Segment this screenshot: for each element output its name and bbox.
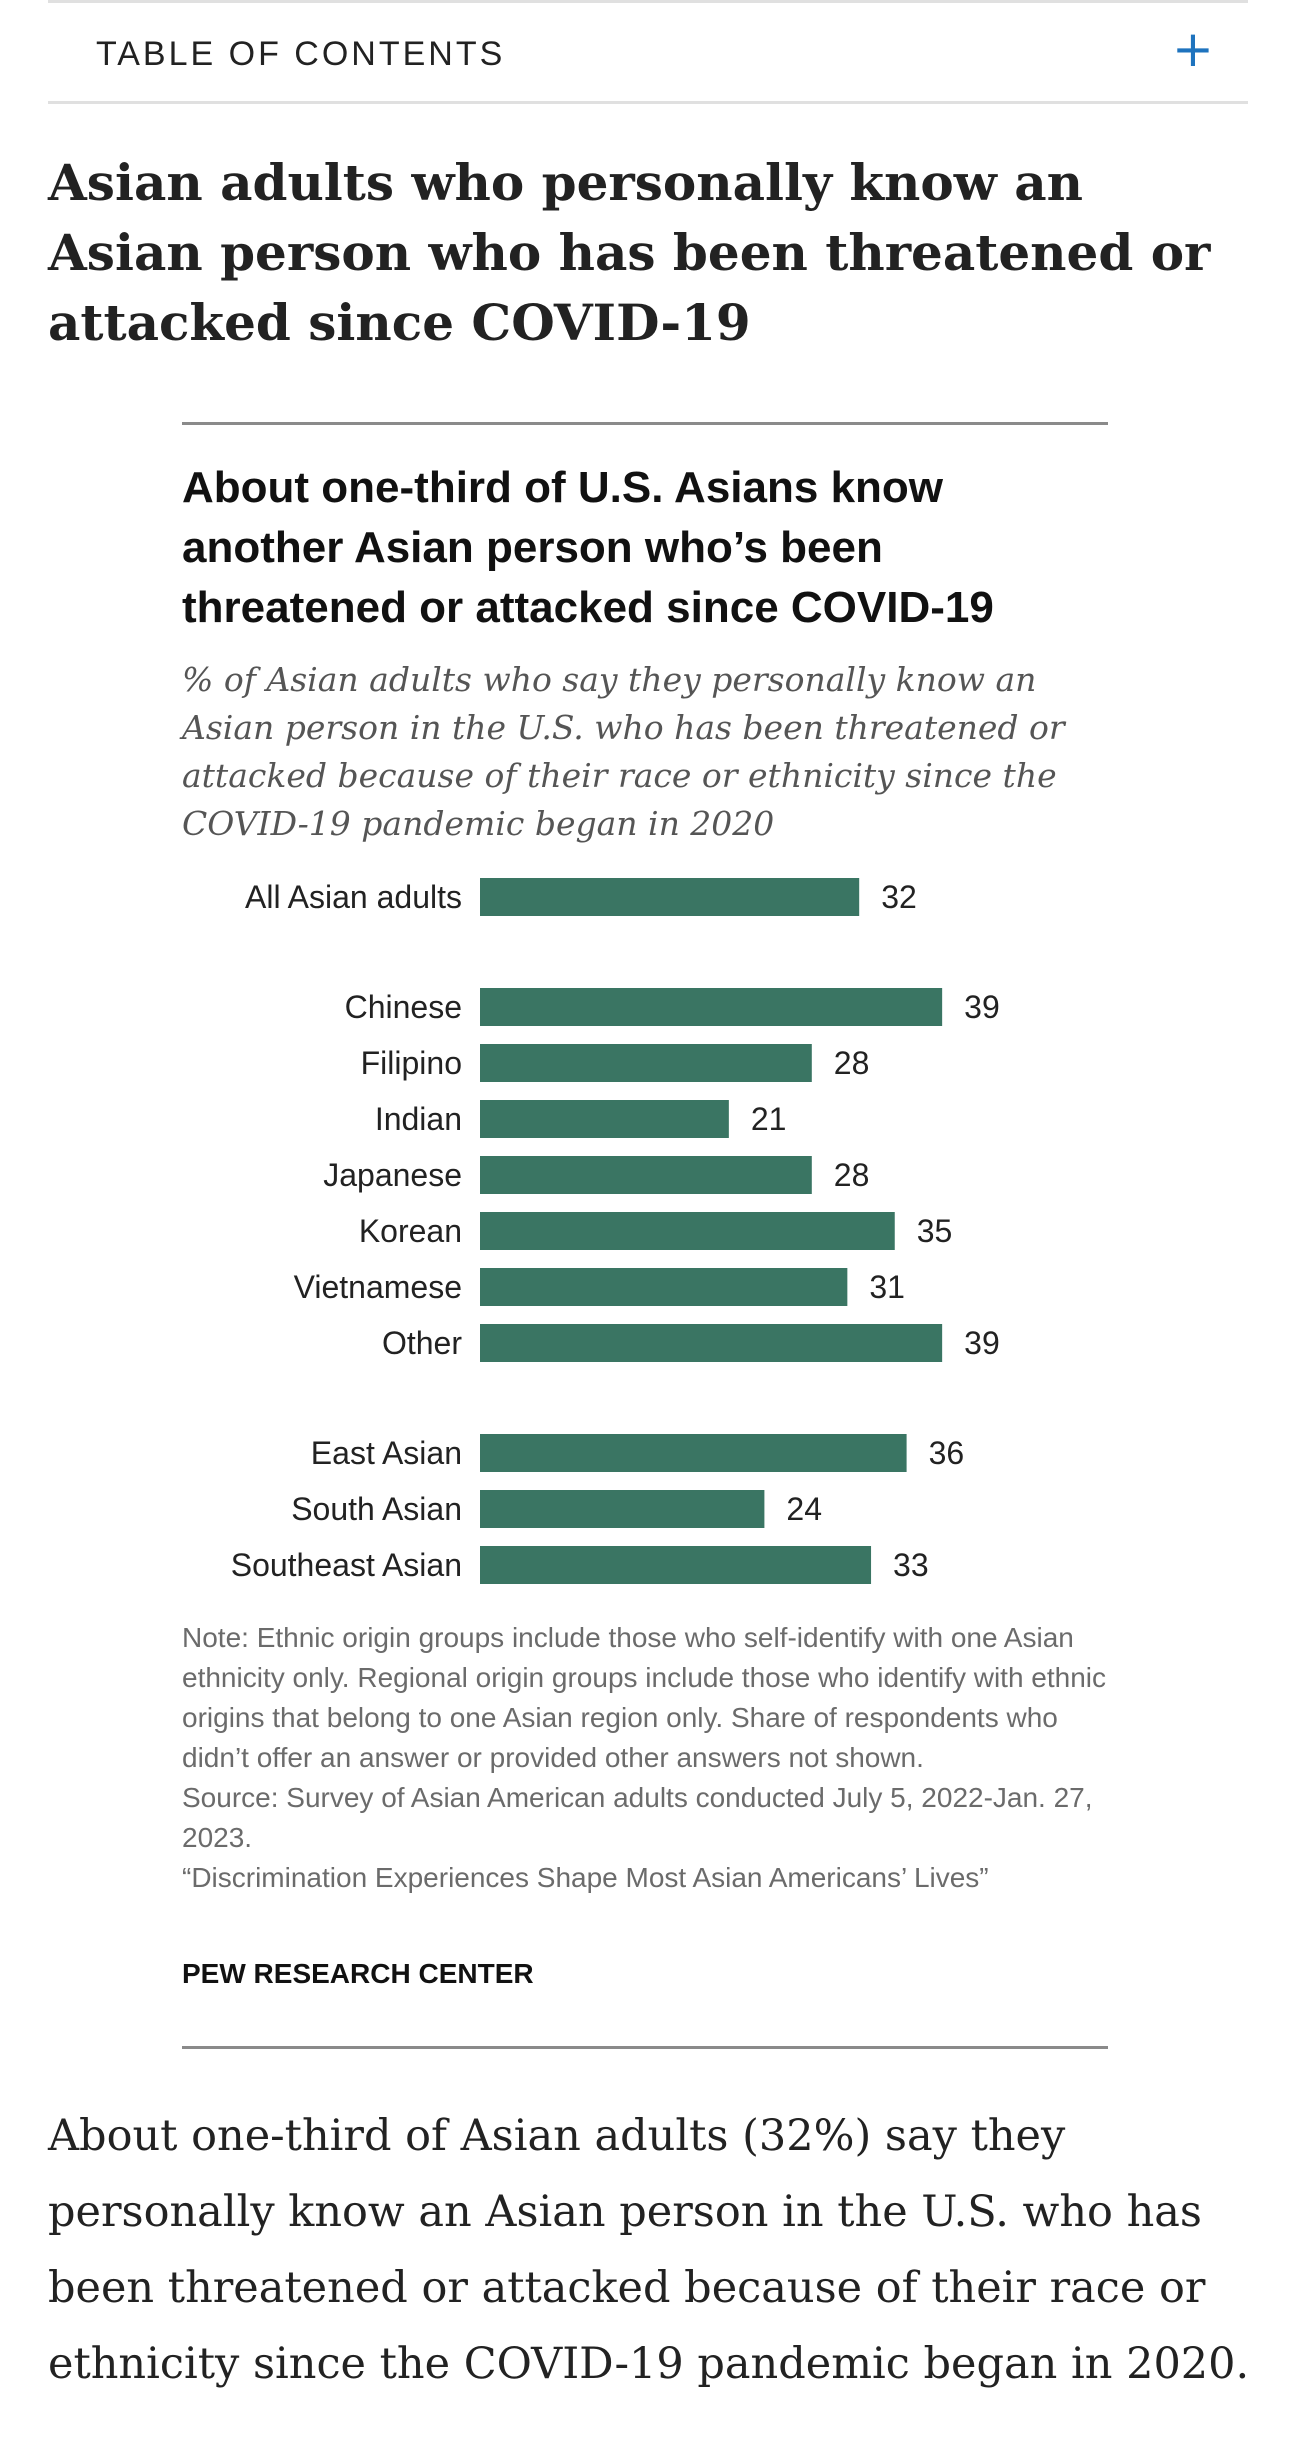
data-label-indian: 21 xyxy=(751,1101,787,1137)
bar-japanese xyxy=(480,1156,812,1194)
chart-note: Note: Ethnic origin groups include those… xyxy=(182,1618,1112,1898)
data-label-south-asian: 24 xyxy=(786,1491,822,1527)
chart-credit: PEW RESEARCH CENTER xyxy=(182,1958,534,1989)
bar-chinese xyxy=(480,988,943,1026)
bar-indian xyxy=(480,1100,729,1138)
category-label-other: Other xyxy=(382,1325,462,1361)
chart-report-title: “Discrimination Experiences Shape Most A… xyxy=(182,1862,989,1893)
bar-chart: All Asian adults 32 Chinese 39 Filipino 28 Ind… xyxy=(231,878,1000,1584)
data-label-all-asian-adults: 32 xyxy=(881,879,917,915)
category-label-east-asian: East Asian xyxy=(311,1435,462,1471)
chart-bottom-rule xyxy=(182,2046,1108,2049)
category-label-japanese: Japanese xyxy=(323,1157,462,1193)
category-label-indian: Indian xyxy=(375,1101,462,1137)
table-of-contents-bar[interactable]: TABLE OF CONTENTS + xyxy=(48,0,1248,104)
category-label-south-asian: South Asian xyxy=(291,1491,462,1527)
category-label-southeast-asian: Southeast Asian xyxy=(231,1547,462,1583)
data-label-korean: 35 xyxy=(917,1213,953,1249)
bar-other xyxy=(480,1324,943,1362)
chart-note-text: Note: Ethnic origin groups include those… xyxy=(182,1622,1107,1773)
bar-vietnamese xyxy=(480,1268,848,1306)
bar-south-asian xyxy=(480,1490,765,1528)
chart-top-rule xyxy=(182,422,1108,425)
bar-korean xyxy=(480,1212,895,1250)
chart-subtitle: % of Asian adults who say they personall… xyxy=(182,660,1065,843)
chart-source-text: Source: Survey of Asian American adults … xyxy=(182,1782,1093,1853)
bar-east-asian xyxy=(480,1434,907,1472)
category-label-all-asian-adults: All Asian adults xyxy=(245,879,462,915)
category-label-filipino: Filipino xyxy=(361,1045,462,1081)
category-label-korean: Korean xyxy=(359,1213,462,1249)
bar-all-asian-adults xyxy=(480,878,860,916)
chart-title: About one-third of U.S. Asians know anot… xyxy=(182,463,994,632)
data-label-east-asian: 36 xyxy=(929,1435,965,1471)
bar-filipino xyxy=(480,1044,812,1082)
category-label-chinese: Chinese xyxy=(345,989,462,1025)
data-label-japanese: 28 xyxy=(834,1157,870,1193)
bar-southeast-asian xyxy=(480,1546,872,1584)
body-paragraph: About one-third of Asian adults (32%) sa… xyxy=(48,2111,1250,2389)
table-of-contents-label[interactable]: TABLE OF CONTENTS xyxy=(96,35,506,73)
data-label-chinese: 39 xyxy=(964,989,1000,1025)
category-label-vietnamese: Vietnamese xyxy=(294,1269,462,1305)
section-title: Asian adults who personally know an Asia… xyxy=(48,153,1211,352)
data-label-other: 39 xyxy=(964,1325,1000,1361)
data-label-filipino: 28 xyxy=(834,1045,870,1081)
data-label-southeast-asian: 33 xyxy=(893,1547,929,1583)
plus-icon[interactable]: + xyxy=(1172,20,1214,78)
data-label-vietnamese: 31 xyxy=(869,1269,905,1305)
